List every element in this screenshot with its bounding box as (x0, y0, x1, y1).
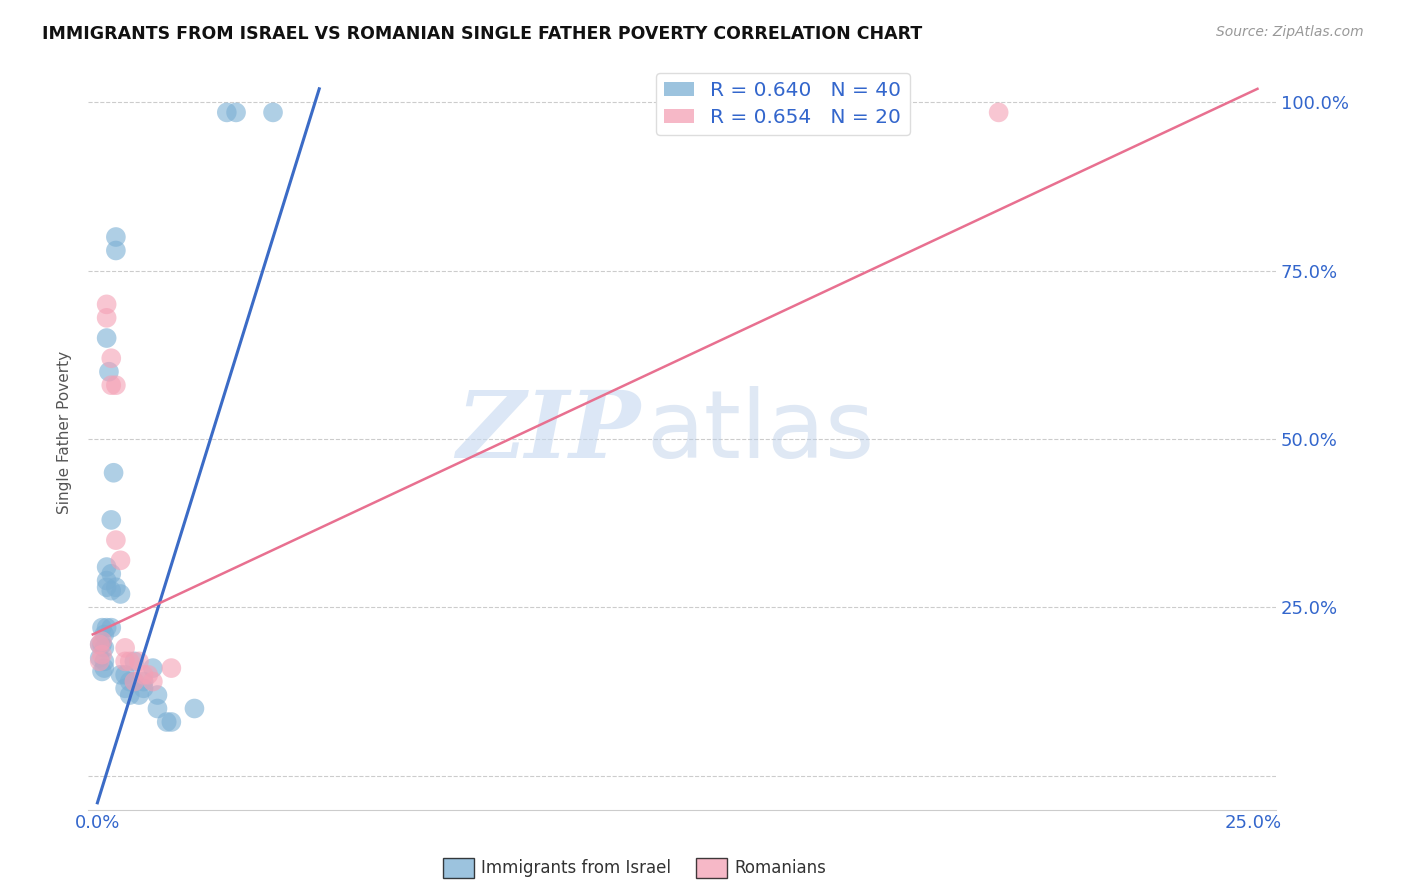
Point (96, 580, 118, 594)
Point (96, 621, 118, 635)
Point (110, 553, 132, 567)
Point (100, 621, 122, 635)
Point (114, 668, 136, 682)
Point (93, 640, 115, 655)
Point (104, 580, 127, 594)
Point (93, 661, 115, 675)
Point (118, 654, 141, 668)
Point (89, 638, 111, 652)
Point (104, 244, 127, 258)
Point (96, 310, 118, 325)
Point (96, 574, 118, 588)
Legend: R = 0.640   N = 40, R = 0.654   N = 20: R = 0.640 N = 40, R = 0.654 N = 20 (657, 73, 910, 135)
Point (118, 688, 141, 702)
Point (100, 513, 122, 527)
Text: IMMIGRANTS FROM ISRAEL VS ROMANIAN SINGLE FATHER POVERTY CORRELATION CHART: IMMIGRANTS FROM ISRAEL VS ROMANIAN SINGL… (42, 25, 922, 43)
Point (124, 654, 146, 668)
Point (96, 297, 118, 311)
Point (142, 661, 165, 675)
Point (91, 634, 114, 648)
FancyBboxPatch shape (443, 858, 474, 878)
Point (118, 674, 141, 689)
Point (96, 331, 118, 345)
Point (114, 654, 136, 668)
Point (183, 701, 205, 715)
Point (128, 654, 150, 668)
Point (215, 105, 238, 120)
Point (132, 681, 155, 696)
Point (124, 674, 146, 689)
Point (97, 365, 120, 379)
Point (156, 714, 179, 729)
Point (91, 638, 114, 652)
Point (96, 560, 118, 574)
Point (262, 105, 284, 120)
Text: ZIP: ZIP (456, 387, 641, 477)
Point (104, 230, 127, 244)
Text: atlas: atlas (647, 386, 875, 478)
Point (114, 681, 136, 696)
Point (160, 714, 183, 729)
Point (110, 668, 132, 682)
Point (93, 654, 115, 668)
Point (104, 378, 127, 392)
Point (110, 587, 132, 601)
Point (89, 651, 111, 665)
Point (225, 105, 247, 120)
Point (104, 533, 127, 548)
Point (91, 621, 114, 635)
Point (100, 378, 122, 392)
Point (128, 688, 150, 702)
Y-axis label: Single Father Poverty: Single Father Poverty (58, 351, 72, 514)
Point (146, 688, 169, 702)
Point (89, 654, 111, 668)
Point (160, 661, 183, 675)
Point (93, 627, 115, 641)
Text: Immigrants from Israel: Immigrants from Israel (481, 859, 671, 877)
Point (100, 351, 122, 366)
Point (142, 674, 165, 689)
Point (89, 638, 111, 652)
Text: Source: ZipAtlas.com: Source: ZipAtlas.com (1216, 25, 1364, 39)
Point (132, 674, 155, 689)
Text: Romanians: Romanians (734, 859, 825, 877)
FancyBboxPatch shape (696, 858, 727, 878)
Point (987, 105, 1010, 120)
Point (100, 583, 122, 598)
Point (146, 701, 169, 715)
Point (136, 668, 159, 682)
Point (124, 674, 146, 689)
Point (114, 640, 136, 655)
Point (91, 665, 114, 679)
Point (132, 668, 155, 682)
Point (100, 566, 122, 581)
Point (103, 466, 125, 480)
Point (91, 648, 114, 662)
